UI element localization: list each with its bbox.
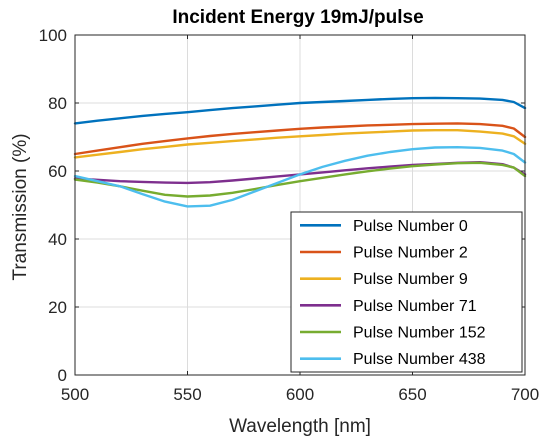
legend-label: Pulse Number 2 [353,245,468,262]
x-axis-label: Wavelength [nm] [229,416,371,437]
legend-label: Pulse Number 152 [353,325,486,342]
series-line-5 [73,145,527,208]
y-tick-label: 20 [48,298,67,317]
y-axis-label: Transmission (%) [10,133,31,280]
series-line-0 [73,96,527,125]
y-tick-label: 0 [58,366,67,385]
legend-label: Pulse Number 0 [353,218,468,235]
y-tick-label: 60 [48,162,67,181]
series-layer [73,96,527,208]
series-line-2 [73,128,527,159]
y-tick-label: 80 [48,94,67,113]
legend: Pulse Number 0 Pulse Number 2 Pulse Number… [290,211,523,373]
legend-label: Pulse Number 438 [353,351,486,368]
chart-title: Incident Energy 19mJ/pulse [172,7,423,28]
series-line-4 [73,161,527,198]
x-tick-label: 550 [173,385,201,404]
legend-label: Pulse Number 71 [353,298,477,315]
legend-label: Pulse Number 9 [353,271,468,288]
x-tick-label: 650 [398,385,426,404]
y-tick-label: 40 [48,230,67,249]
x-tick-label: 500 [61,385,89,404]
x-tick-label: 700 [511,385,539,404]
x-tick-label: 600 [286,385,314,404]
y-tick-label: 100 [39,26,67,45]
axis-ticks: 500 550 600 650 700 0 20 40 60 80 100 [39,26,540,404]
legend-box [290,211,523,373]
series-line-1 [73,122,527,156]
